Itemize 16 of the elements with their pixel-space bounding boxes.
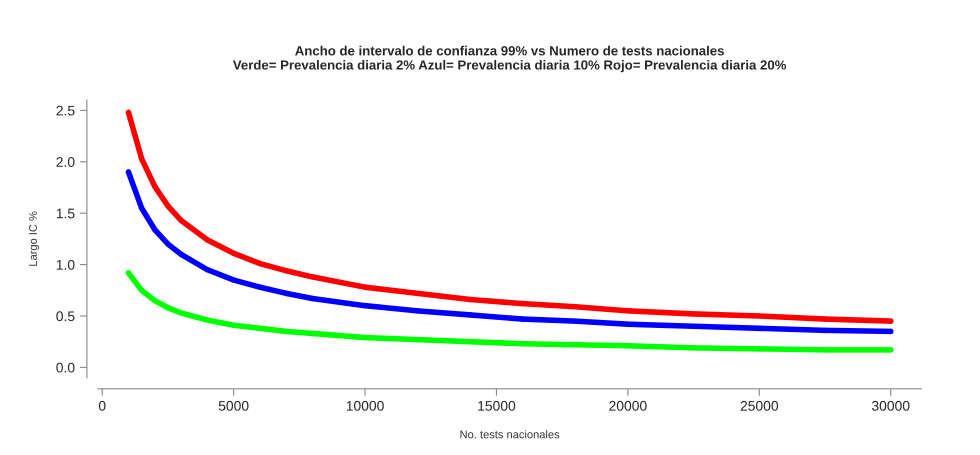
y-tick-label: 2.0: [56, 157, 75, 167]
x-tick-label: 25000: [740, 400, 778, 411]
chart-title: Ancho de intervalo de confianza 99% vs Numero de tests nacionales Verde= Prevalencia diaria 2% Azul= Prevalencia diaria 10% Rojo= Prevalencia diaria 20%: [232, 46, 786, 72]
x-tick-label: 20000: [609, 400, 647, 411]
x-tick-label: 5000: [218, 400, 249, 411]
x-tick-label: 10000: [346, 400, 384, 411]
y-axis-title: Largo IC %: [29, 211, 40, 266]
y-tick-label: 0.5: [56, 311, 75, 322]
x-tick-label: 15000: [478, 400, 516, 411]
y-tick-label: 1.5: [56, 208, 75, 218]
y-tick-label: 0.0: [56, 362, 75, 373]
x-tick-label: 30000: [872, 400, 910, 411]
y-tick-label: 1.0: [56, 260, 75, 270]
y-tick-label: 2.5: [56, 106, 75, 116]
x-axis-title: No. tests nacionales: [460, 430, 560, 438]
x-tick-label: 0: [98, 400, 106, 411]
